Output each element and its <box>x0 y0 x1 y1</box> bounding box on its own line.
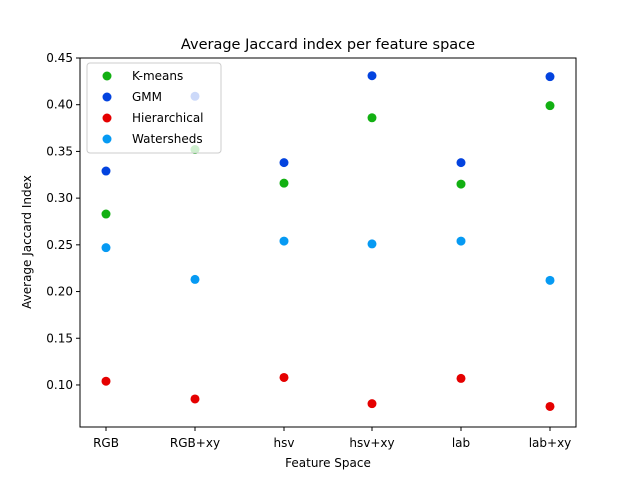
legend-box <box>86 62 222 154</box>
data-point-watersheds <box>279 236 289 246</box>
data-point-watersheds <box>456 236 466 246</box>
x-axis-label: Feature Space <box>285 456 371 470</box>
data-point-k-means <box>545 101 555 111</box>
y-tick-label: 0.15 <box>46 331 73 345</box>
data-point-watersheds <box>367 239 377 249</box>
data-point-k-means <box>101 209 111 219</box>
legend-label-k-means: K-means <box>132 69 183 83</box>
data-point-hierarchical <box>456 373 466 383</box>
data-point-k-means <box>279 178 289 188</box>
legend-marker-k-means <box>102 71 112 81</box>
data-point-watersheds <box>190 274 200 284</box>
x-tick-label: RGB+xy <box>170 436 220 450</box>
legend-label-gmm: GMM <box>132 90 162 104</box>
data-point-hierarchical <box>101 376 111 386</box>
data-point-watersheds <box>101 243 111 253</box>
x-tick-label: hsv+xy <box>349 436 394 450</box>
legend-label-hierarchical: Hierarchical <box>132 111 204 125</box>
data-point-hierarchical <box>279 372 289 382</box>
data-point-hierarchical <box>190 394 200 404</box>
y-tick-label: 0.40 <box>46 98 73 112</box>
x-tick-label: hsv <box>274 436 295 450</box>
legend-label-watersheds: Watersheds <box>132 132 203 146</box>
plot-area: 0.10 0.15 0.20 0.25 0.30 0.35 0.40 0.45 RGB RGB+x… <box>46 51 577 450</box>
data-point-gmm <box>545 72 555 82</box>
y-tick-label: 0.35 <box>46 144 73 158</box>
x-tick-label: lab <box>452 436 470 450</box>
y-tick-label: 0.10 <box>46 378 73 392</box>
data-point-gmm <box>367 71 377 81</box>
data-point-k-means <box>367 113 377 123</box>
chart-title: Average Jaccard index per feature space <box>181 37 475 53</box>
data-point-watersheds <box>545 275 555 285</box>
data-point-k-means <box>456 179 466 189</box>
y-axis-label: Average Jaccard Index <box>20 175 34 309</box>
y-tick-label: 0.30 <box>46 191 73 205</box>
y-tick-label: 0.20 <box>46 285 73 299</box>
legend-marker-hierarchical <box>102 113 112 123</box>
legend: K-means GMM Hierarchical Watersheds <box>86 62 222 154</box>
data-point-hierarchical <box>545 401 555 411</box>
x-tick-label: lab+xy <box>529 436 572 450</box>
data-point-gmm <box>101 166 111 176</box>
legend-marker-gmm <box>102 92 112 102</box>
data-point-hierarchical <box>367 399 377 409</box>
legend-marker-watersheds <box>102 134 112 144</box>
data-point-gmm <box>456 158 466 168</box>
data-point-gmm <box>279 158 289 168</box>
plot-frame <box>79 57 577 428</box>
y-tick-label: 0.45 <box>46 51 73 65</box>
x-tick-label: RGB <box>93 436 119 450</box>
y-tick-label: 0.25 <box>46 238 73 252</box>
